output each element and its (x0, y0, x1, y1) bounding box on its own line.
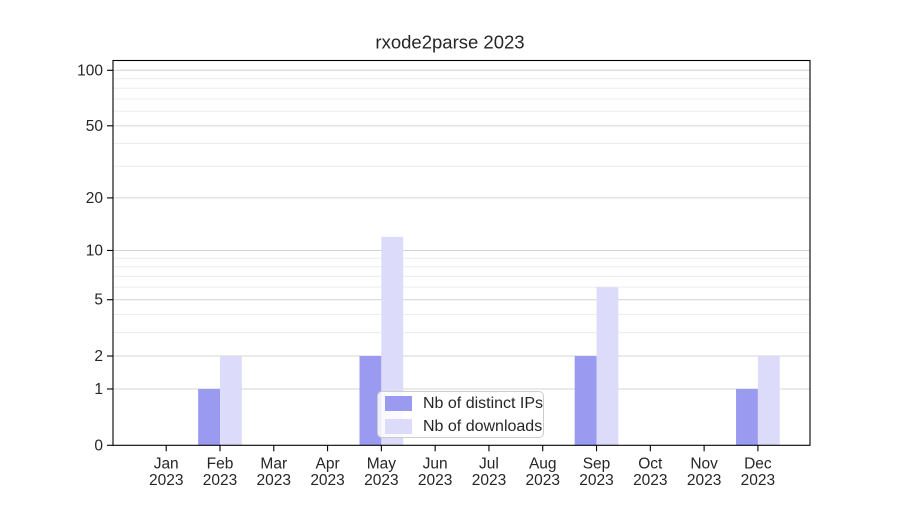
svg-text:100: 100 (77, 62, 103, 79)
svg-text:May: May (367, 455, 397, 472)
svg-text:Oct: Oct (638, 455, 663, 472)
svg-text:Mar: Mar (260, 455, 287, 472)
svg-text:2023: 2023 (149, 472, 183, 489)
svg-text:2023: 2023 (310, 472, 344, 489)
svg-text:5: 5 (94, 292, 103, 309)
svg-text:50: 50 (86, 118, 104, 135)
svg-text:2023: 2023 (741, 472, 775, 489)
svg-text:Apr: Apr (316, 455, 340, 472)
svg-text:1: 1 (94, 381, 103, 398)
svg-text:2023: 2023 (203, 472, 237, 489)
svg-text:rxode2parse 2023: rxode2parse 2023 (375, 32, 524, 53)
svg-text:Nov: Nov (690, 455, 718, 472)
svg-text:Jan: Jan (154, 455, 179, 472)
svg-text:2023: 2023 (687, 472, 721, 489)
svg-text:Jul: Jul (479, 455, 499, 472)
svg-text:2023: 2023 (525, 472, 559, 489)
svg-text:2023: 2023 (472, 472, 506, 489)
svg-text:2: 2 (94, 348, 103, 365)
svg-text:2023: 2023 (364, 472, 398, 489)
svg-text:10: 10 (86, 242, 104, 259)
svg-text:Feb: Feb (207, 455, 234, 472)
svg-text:20: 20 (86, 190, 104, 207)
svg-text:Aug: Aug (529, 455, 557, 472)
svg-text:2023: 2023 (418, 472, 452, 489)
svg-text:2023: 2023 (257, 472, 291, 489)
svg-text:2023: 2023 (579, 472, 613, 489)
svg-text:2023: 2023 (633, 472, 667, 489)
svg-text:Jun: Jun (423, 455, 448, 472)
svg-text:Dec: Dec (744, 455, 772, 472)
svg-text:0: 0 (94, 437, 103, 454)
svg-text:Sep: Sep (583, 455, 611, 472)
